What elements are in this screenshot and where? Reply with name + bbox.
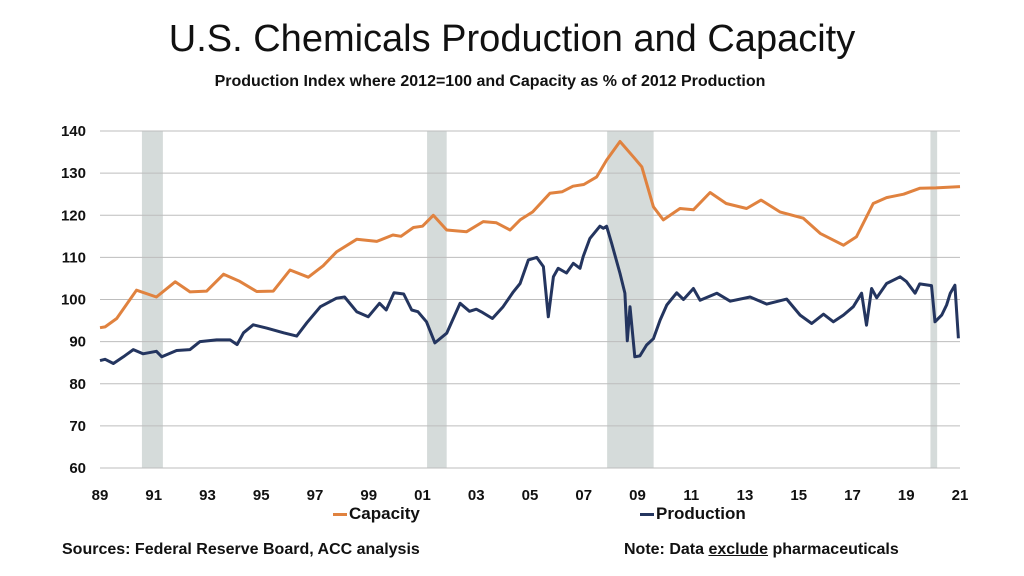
x-tick-label: 97 <box>307 487 324 504</box>
x-axis-ticks: 89 91 93 95 97 99 01 03 05 07 09 11 13 15 17 19 21 <box>92 487 969 504</box>
x-tick-label: 93 <box>199 487 216 504</box>
y-tick-label: 120 <box>61 207 86 224</box>
x-tick-label: 95 <box>253 487 270 504</box>
legend-label-capacity: Capacity <box>349 504 420 523</box>
series-line-production <box>99 224 960 365</box>
x-tick-label: 11 <box>683 487 699 504</box>
production-swatch <box>640 512 654 516</box>
note-suffix: pharmaceuticals <box>768 541 899 558</box>
legend-label-production: Production <box>656 504 746 523</box>
note-emphasis: exclude <box>708 541 769 558</box>
y-tick-label: 110 <box>62 249 86 266</box>
x-tick-label: 17 <box>844 487 861 504</box>
x-tick-label: 07 <box>575 487 592 504</box>
y-tick-label: 60 <box>69 460 86 477</box>
x-tick-label: 89 <box>92 487 109 504</box>
x-tick-label: 05 <box>522 487 539 504</box>
y-tick-label: 70 <box>69 418 86 435</box>
y-tick-label: 90 <box>69 334 86 351</box>
series-lines <box>99 140 961 365</box>
x-tick-label: 19 <box>898 487 915 504</box>
y-tick-label: 140 <box>61 123 86 140</box>
gridlines <box>100 130 960 469</box>
legend-item-production: Production <box>640 504 746 524</box>
x-tick-label: 01 <box>414 487 431 504</box>
chart-subtitle: Production Index where 2012=100 and Capa… <box>214 73 766 90</box>
y-tick-label: 80 <box>69 376 86 393</box>
sources-note: Sources: Federal Reserve Board, ACC anal… <box>62 541 420 558</box>
x-tick-label: 03 <box>468 487 485 504</box>
x-tick-label: 91 <box>145 487 162 504</box>
x-tick-label: 13 <box>737 487 754 504</box>
y-axis-ticks: 60 70 80 90 100 110 120 130 140 <box>61 123 86 477</box>
x-tick-label: 99 <box>360 487 377 504</box>
y-tick-label: 100 <box>61 292 86 309</box>
exclusion-note: Note: Data exclude pharmaceuticals <box>624 541 899 559</box>
note-prefix: Note: Data <box>624 541 709 558</box>
series-line-capacity <box>99 140 961 330</box>
legend-item-capacity: Capacity <box>333 504 420 524</box>
x-tick-label: 09 <box>629 487 646 504</box>
x-tick-label: 21 <box>952 487 969 504</box>
y-tick-label: 130 <box>61 165 86 182</box>
capacity-swatch <box>333 512 347 516</box>
x-tick-label: 15 <box>790 487 807 504</box>
chart-title: U.S. Chemicals Production and Capacity <box>168 18 856 60</box>
